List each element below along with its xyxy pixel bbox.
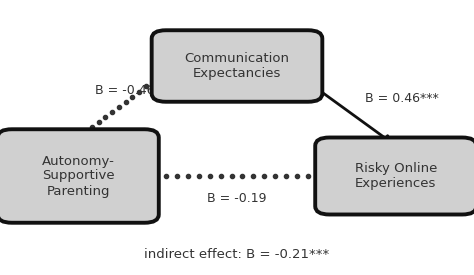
FancyBboxPatch shape — [152, 30, 322, 102]
Text: Risky Online
Experiences: Risky Online Experiences — [355, 162, 437, 190]
Text: Communication
Expectancies: Communication Expectancies — [184, 52, 290, 80]
Text: indirect effect: B = -0.21***: indirect effect: B = -0.21*** — [145, 248, 329, 261]
Text: B = 0.46***: B = 0.46*** — [365, 92, 439, 106]
Text: Autonomy-
Supportive
Parenting: Autonomy- Supportive Parenting — [42, 155, 115, 197]
FancyBboxPatch shape — [0, 129, 159, 223]
Text: B = -0.19: B = -0.19 — [207, 191, 267, 205]
FancyBboxPatch shape — [315, 138, 474, 214]
Text: B = -0.46***: B = -0.46*** — [95, 84, 173, 97]
